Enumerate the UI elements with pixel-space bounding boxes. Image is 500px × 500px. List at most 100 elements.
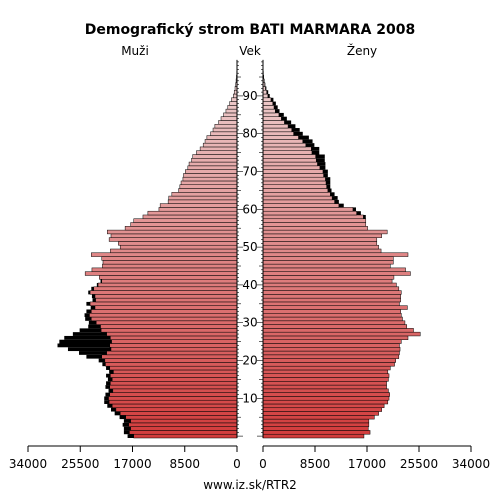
age-label: 70	[242, 165, 257, 179]
x-tick-label-right: 25500	[400, 457, 438, 471]
right-label: Ženy	[347, 43, 377, 58]
female-bar	[262, 331, 421, 337]
female-excess-bar	[264, 82, 266, 87]
female-excess-bar	[356, 211, 361, 215]
male-bar	[223, 112, 238, 117]
male-bar	[91, 267, 238, 272]
male-excess-bar	[79, 351, 107, 355]
male-bar	[142, 214, 238, 220]
female-bar	[262, 354, 400, 359]
female-bar	[262, 112, 280, 117]
female-bar	[262, 139, 304, 144]
male-bar	[218, 120, 238, 125]
male-bar	[183, 173, 238, 178]
male-excess-bar	[100, 279, 102, 284]
female-excess-bar	[317, 162, 326, 166]
male-excess-bar	[123, 430, 130, 435]
male-bar	[91, 252, 238, 257]
male-excess-bar	[88, 324, 101, 329]
male-bar	[109, 365, 238, 371]
female-bar	[262, 388, 389, 393]
male-bar	[130, 418, 238, 424]
female-bar	[262, 381, 387, 386]
female-bar	[262, 297, 401, 303]
female-bar	[262, 120, 285, 125]
male-bar	[212, 127, 238, 133]
female-excess-bar	[270, 97, 274, 102]
female-bar	[262, 328, 414, 333]
female-bar	[262, 188, 329, 193]
x-tick-label-right: 0	[259, 457, 267, 471]
male-bar	[171, 192, 238, 197]
male-bar	[187, 165, 238, 170]
male-bar	[110, 335, 238, 340]
female-bar	[262, 97, 272, 102]
source-label: www.iz.sk/RTR2	[203, 478, 297, 492]
male-bars	[57, 59, 238, 439]
female-bar	[262, 237, 378, 242]
male-bar	[115, 407, 238, 412]
female-excess-bar	[293, 131, 303, 136]
male-excess-bar	[108, 388, 113, 393]
female-bar	[262, 335, 409, 340]
female-excess-bar	[298, 135, 309, 140]
male-excess-bar	[107, 377, 113, 382]
male-bar	[109, 392, 238, 397]
male-excess-bar	[102, 362, 106, 367]
female-bar	[262, 286, 400, 291]
male-bar	[206, 135, 238, 140]
male-bar	[168, 195, 238, 201]
male-bar	[106, 350, 238, 356]
female-excess-bar	[311, 150, 320, 155]
male-bar	[231, 97, 238, 102]
female-bar	[262, 173, 324, 178]
female-bar	[262, 131, 294, 136]
female-bar	[262, 373, 390, 378]
female-bar	[262, 256, 394, 261]
female-bar	[262, 305, 408, 310]
male-bar	[233, 93, 238, 99]
male-excess-bar	[105, 392, 110, 397]
female-bar	[262, 422, 370, 427]
female-excess-bar	[278, 112, 284, 117]
male-bar	[108, 237, 238, 242]
male-excess-bar	[91, 286, 94, 291]
male-excess-bar	[114, 411, 121, 416]
female-bar	[262, 320, 406, 325]
female-bar	[262, 309, 401, 314]
female-bar	[262, 399, 389, 405]
male-bar	[97, 282, 238, 288]
female-bar	[262, 362, 395, 367]
male-bar	[110, 248, 238, 254]
female-bar	[262, 282, 397, 288]
male-bar	[111, 403, 238, 409]
female-bar	[262, 260, 394, 265]
female-bar	[262, 384, 387, 390]
female-bar	[262, 142, 307, 148]
male-bar	[93, 286, 238, 291]
male-bar	[100, 324, 238, 329]
male-excess-bar	[86, 309, 92, 314]
age-label: 60	[242, 202, 257, 216]
male-bar	[125, 415, 238, 420]
x-tick-label-right: 17000	[348, 457, 386, 471]
age-label: 30	[242, 316, 257, 330]
male-bar	[102, 260, 238, 265]
male-excess-bar	[90, 305, 95, 310]
male-bar	[159, 203, 238, 208]
male-excess-bar	[85, 317, 92, 321]
female-excess-bar	[291, 128, 300, 132]
male-excess-bar	[72, 332, 107, 336]
female-bar	[262, 392, 390, 397]
female-bar	[262, 369, 389, 374]
male-bar	[110, 381, 238, 386]
male-bar	[91, 316, 238, 322]
male-bar	[101, 278, 238, 284]
male-bar	[105, 362, 238, 367]
male-bar	[192, 154, 238, 159]
female-excess-bar	[272, 101, 276, 106]
female-bar	[262, 116, 282, 121]
female-excess-bar	[266, 90, 269, 95]
female-bar	[262, 105, 275, 110]
female-excess-bar	[338, 203, 344, 208]
